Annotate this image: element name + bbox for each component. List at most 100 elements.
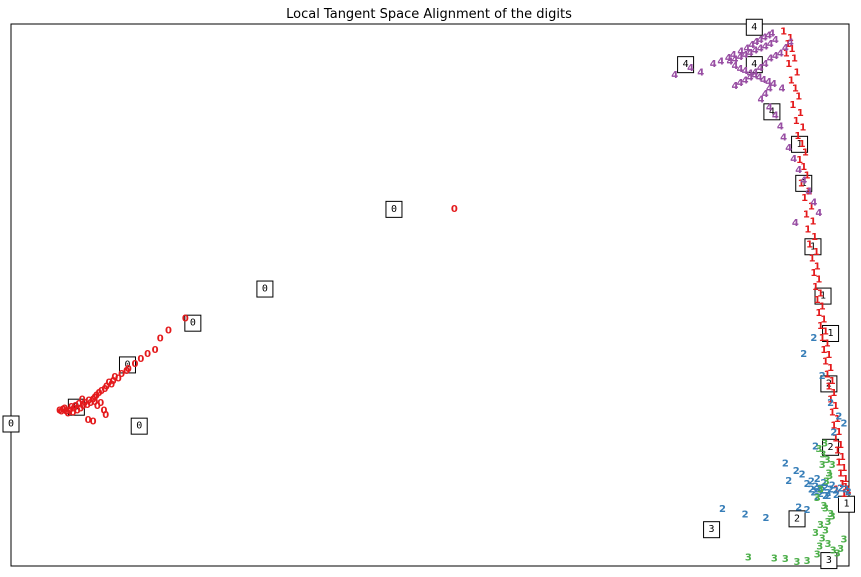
data-point-digit-1: 1	[804, 225, 811, 236]
data-point-digit-4: 4	[742, 66, 749, 77]
data-point-digit-2: 2	[830, 428, 837, 439]
data-point-digit-1: 1	[830, 388, 837, 399]
data-point-digit-2: 2	[804, 505, 811, 516]
digit-thumbnail-4: 4	[745, 18, 763, 36]
data-point-digit-4: 4	[762, 59, 769, 70]
data-point-digit-0: 0	[115, 374, 122, 385]
data-point-digit-4: 4	[760, 75, 767, 86]
thumbnail-digit-glyph: 2	[828, 442, 834, 453]
data-point-digit-1: 1	[806, 240, 813, 251]
digit-thumbnail-0: 0	[385, 200, 403, 218]
data-point-digit-1: 1	[820, 345, 827, 356]
data-point-digit-2: 2	[808, 485, 815, 496]
data-point-digit-3: 3	[823, 477, 830, 488]
data-point-digit-2: 2	[814, 492, 821, 503]
data-point-digit-4: 4	[782, 43, 789, 54]
data-point-digit-0: 0	[110, 376, 117, 387]
thumbnail-digit-glyph: 2	[826, 378, 832, 389]
data-point-digit-0: 0	[182, 313, 189, 324]
data-point-digit-3: 3	[820, 501, 827, 512]
data-point-digit-0: 0	[101, 406, 108, 417]
chart-title: Local Tangent Space Alignment of the dig…	[286, 7, 572, 22]
data-point-digit-1: 1	[822, 326, 829, 337]
data-point-digit-4: 4	[737, 47, 744, 58]
thumbnail-digit-glyph: 1	[828, 328, 834, 339]
data-point-digit-0: 0	[118, 369, 125, 380]
data-point-digit-4: 4	[772, 35, 779, 46]
data-point-digit-3: 3	[822, 525, 829, 536]
data-point-digit-2: 2	[822, 491, 829, 502]
data-point-digit-0: 0	[102, 410, 109, 421]
data-point-digit-2: 2	[825, 488, 832, 499]
data-point-digit-1: 1	[803, 209, 810, 220]
data-point-digit-0: 0	[111, 372, 118, 383]
data-point-digit-4: 4	[762, 89, 769, 100]
data-point-digit-2: 2	[808, 477, 815, 488]
data-point-digit-0: 0	[85, 415, 92, 426]
data-point-digit-2: 2	[812, 481, 819, 492]
thumbnail-digit-glyph: 0	[124, 359, 130, 370]
data-point-digit-4: 4	[737, 64, 744, 75]
data-point-digit-4: 4	[787, 38, 794, 49]
data-point-digit-4: 4	[765, 77, 772, 88]
data-point-digit-1: 1	[825, 350, 832, 361]
data-point-digit-4: 4	[671, 70, 678, 81]
thumbnail-digit-glyph: 0	[73, 402, 79, 413]
data-point-digit-1: 1	[839, 479, 846, 490]
data-point-digit-3: 3	[830, 545, 837, 556]
data-point-digit-4: 4	[687, 63, 694, 74]
data-point-digit-4: 4	[752, 67, 759, 78]
thumbnail-digit-glyph: 0	[262, 284, 268, 295]
data-point-digit-2: 2	[742, 510, 749, 521]
digit-thumbnail-4: 4	[763, 103, 781, 121]
data-point-digit-3: 3	[817, 485, 824, 496]
data-point-digit-4: 4	[747, 48, 754, 59]
thumbnail-frame	[703, 521, 721, 539]
data-point-digit-4: 4	[727, 56, 734, 67]
data-point-digit-4: 4	[752, 71, 759, 82]
thumbnail-digit-glyph: 4	[683, 59, 689, 70]
data-point-digit-0: 0	[91, 397, 98, 408]
data-point-digit-0: 0	[137, 354, 144, 365]
data-point-digit-1: 1	[841, 463, 848, 474]
data-point-digit-4: 4	[725, 53, 732, 64]
data-point-digit-3: 3	[825, 517, 832, 528]
series-digit-4: 44 44 4 44 444444444444444444444444444444444…	[671, 28, 822, 229]
data-point-digit-1: 1	[785, 59, 792, 70]
thumbnail-digit-glyph: 3	[709, 524, 715, 535]
data-point-digit-1: 1	[835, 427, 842, 438]
thumbnail-frame	[2, 415, 20, 433]
data-point-digit-1: 1	[783, 48, 790, 59]
data-point-digit-0: 0	[165, 325, 172, 336]
data-point-digit-0: 0	[70, 408, 77, 419]
data-point-digit-0: 0	[97, 398, 104, 409]
data-point-digit-4: 4	[761, 33, 768, 44]
data-point-digit-4: 4	[767, 39, 774, 50]
digit-thumbnail-3: 3	[703, 521, 721, 539]
data-point-digit-1: 1	[799, 123, 806, 134]
data-point-digit-3: 3	[825, 468, 832, 479]
thumbnail-frame	[677, 56, 695, 74]
digit-thumbnail-1: 1	[814, 287, 832, 305]
data-point-digit-4: 4	[762, 41, 769, 52]
data-point-digit-2: 2	[719, 504, 726, 515]
data-point-digit-3: 3	[820, 449, 827, 460]
data-point-digit-4: 4	[732, 81, 739, 92]
data-point-digit-4: 4	[772, 111, 779, 122]
thumbnail-digit-glyph: 0	[190, 318, 196, 329]
data-point-digit-2: 2	[782, 459, 789, 470]
data-point-digit-4: 4	[737, 52, 744, 63]
data-point-digit-0: 0	[74, 406, 81, 417]
data-point-digit-0: 0	[91, 393, 98, 404]
data-point-digit-2: 2	[819, 486, 826, 497]
data-point-digit-1: 1	[797, 108, 804, 119]
data-point-digit-1: 1	[813, 247, 820, 258]
data-point-digit-4: 4	[757, 35, 764, 46]
data-point-digit-2: 2	[814, 474, 821, 485]
data-point-digit-3: 3	[826, 471, 833, 482]
data-point-digit-3: 3	[782, 554, 789, 565]
data-point-digit-0: 0	[96, 388, 103, 399]
data-point-digit-1: 1	[805, 187, 812, 198]
